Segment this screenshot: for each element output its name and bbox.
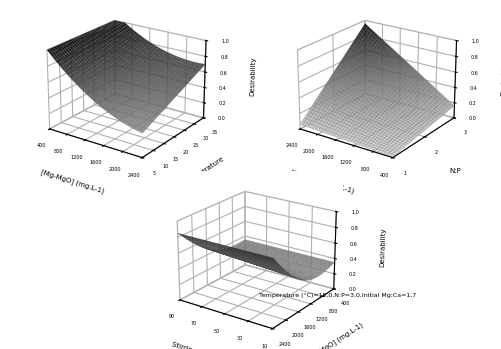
Y-axis label: [Mg-MgO] (mg.L-1): [Mg-MgO] (mg.L-1): [306, 321, 365, 349]
X-axis label: [Mg-MgO] (mg.L-1): [Mg-MgO] (mg.L-1): [40, 169, 105, 195]
X-axis label: [Mg-MgO] (mg.L-1): [Mg-MgO] (mg.L-1): [290, 169, 355, 195]
Text: Temperature (°C)=15,0,N:P=3,0,Initial Mg:Ca=1,7: Temperature (°C)=15,0,N:P=3,0,Initial Mg…: [259, 293, 416, 298]
X-axis label: Stirring rate (rpm): Stirring rate (rpm): [171, 340, 234, 349]
Y-axis label: Temperature: Temperature: [185, 156, 225, 185]
Y-axis label: N:P: N:P: [449, 168, 461, 174]
